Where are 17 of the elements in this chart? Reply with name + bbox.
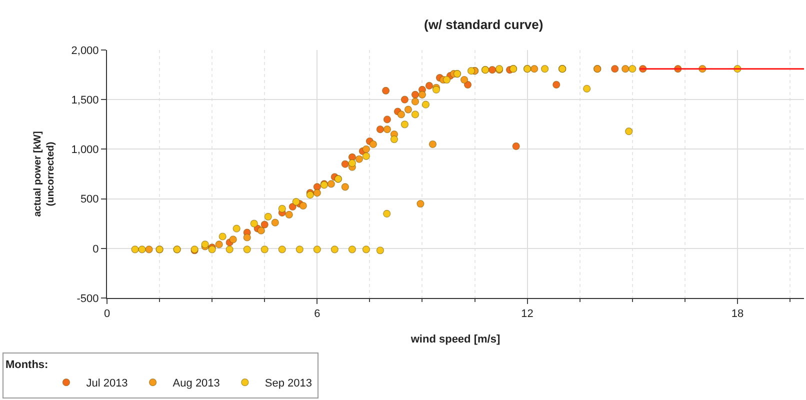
legend-label: Sep 2013 [264,378,312,390]
legend-title: Months: [5,358,48,371]
y-axis-title: actual power [kW] (uncorrected) [32,131,56,217]
chart-title: (w/ standard curve) [424,17,544,32]
y-tick-label: 0 [92,243,99,256]
y-tick-label: 2,000 [71,44,99,57]
x-tick-label: 18 [731,308,744,320]
y-tick-label: 1,500 [71,94,99,106]
x-axis-title: wind speed [m/s] [410,333,500,346]
legend-label: Aug 2013 [172,378,220,390]
x-tick-label: 0 [104,308,110,320]
y-tick-label: 1,000 [71,144,99,156]
legend-label: Jul 2013 [86,378,128,390]
x-tick-label: 12 [521,308,534,320]
y-tick-label: -500 [76,292,99,305]
x-tick-label: 6 [314,308,320,320]
y-tick-label: 500 [80,194,99,206]
